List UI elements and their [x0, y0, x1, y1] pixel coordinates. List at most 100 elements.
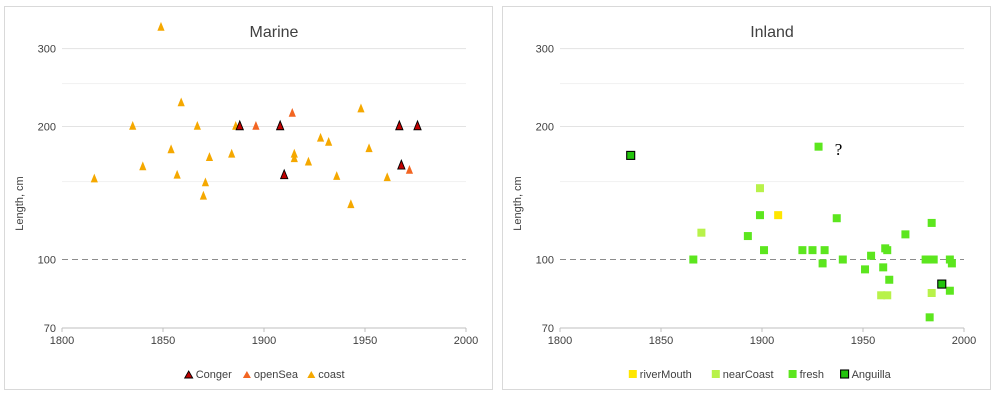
legend-marker-rivermouth: [628, 370, 637, 378]
legend-item-coast: coast: [307, 369, 345, 381]
data-point-conger: [235, 119, 245, 131]
x-tick-label-1950: 1950: [851, 335, 875, 347]
x-tick-label-1800: 1800: [548, 335, 572, 347]
legend-item-nearcoast: nearCoast: [711, 369, 774, 381]
data-point-nearcoast: [927, 288, 936, 297]
legend-label-coast: coast: [318, 369, 344, 381]
data-point-coast: [90, 173, 98, 183]
data-point-coast: [290, 153, 298, 163]
x-tick-label-1850: 1850: [649, 335, 673, 347]
data-point-anguilla: [626, 150, 636, 160]
data-point-coast: [201, 177, 210, 187]
data-point-coast: [347, 199, 355, 209]
data-point-conger: [275, 119, 285, 131]
chart-title-marine: Marine: [250, 24, 299, 41]
y-tick-label-70: 70: [44, 323, 56, 335]
data-point-anguilla: [937, 279, 947, 289]
data-point-coast: [129, 120, 137, 130]
legend-item-conger: Conger: [183, 369, 232, 381]
data-point-coast: [177, 97, 185, 107]
annotation-question-mark: ?: [835, 140, 843, 159]
data-point-fresh: [929, 255, 938, 264]
legend-marker-coast: [307, 371, 316, 378]
chart-svg-marine: Marine 70 100 200 300 1800 1850 1900 1950 2000 Len…: [14, 21, 478, 381]
legend-label-nearcoast: nearCoast: [723, 369, 774, 381]
data-point-fresh: [808, 246, 817, 255]
x-tick-label-1800: 1800: [50, 335, 74, 347]
legend-item-fresh: fresh: [788, 369, 824, 381]
legend-item-anguilla: Anguilla: [840, 369, 892, 381]
data-point-coast: [193, 120, 201, 130]
legend-marker-conger: [183, 370, 194, 379]
data-point-coast: [365, 143, 373, 153]
legend-marker-anguilla: [840, 369, 850, 379]
chart-title-inland: Inland: [750, 24, 794, 41]
data-point-fresh: [885, 275, 894, 284]
data-point-opensea: [405, 164, 414, 174]
data-point-coast: [205, 152, 214, 161]
data-point-fresh: [925, 313, 934, 322]
y-axis-label: Length, cm: [512, 176, 524, 230]
data-point-coast: [139, 161, 147, 171]
legend-label-fresh: fresh: [800, 369, 824, 381]
data-point-coast: [228, 148, 236, 158]
data-point-rivermouth: [774, 211, 783, 220]
legend-item-rivermouth: riverMouth: [628, 369, 692, 381]
legend-label-conger: Conger: [196, 369, 232, 381]
data-point-coast: [325, 136, 333, 146]
data-point-fresh: [901, 230, 910, 239]
x-tick-label-1900: 1900: [252, 335, 276, 347]
data-point-conger: [279, 168, 289, 180]
data-point-fresh: [883, 246, 892, 255]
data-point-coast: [290, 148, 298, 158]
x-tick-label-1900: 1900: [750, 335, 774, 347]
data-point-fresh: [814, 142, 823, 151]
data-point-fresh: [760, 246, 769, 255]
data-point-coast: [316, 132, 325, 142]
data-point-coast: [157, 21, 165, 31]
data-point-fresh: [832, 214, 841, 223]
data-point-fresh: [945, 286, 954, 295]
data-point-fresh: [861, 265, 870, 274]
legend-label-anguilla: Anguilla: [852, 369, 892, 381]
chart-panel-marine: Marine 70 100 200 300 1800 1850 1900 1950 2000 Len…: [4, 6, 493, 390]
y-tick-label-200: 200: [536, 121, 554, 133]
data-point-conger: [397, 159, 406, 170]
data-point-coast: [304, 156, 313, 166]
data-point-fresh: [927, 218, 936, 227]
x-tick-label-2000: 2000: [454, 335, 478, 347]
data-point-coast: [199, 190, 207, 200]
y-tick-label-100: 100: [38, 255, 56, 267]
y-tick-label-300: 300: [38, 44, 56, 56]
y-tick-label-200: 200: [38, 121, 56, 133]
legend-marker-nearcoast: [711, 370, 720, 378]
y-tick-label-100: 100: [536, 255, 554, 267]
data-point-fresh: [798, 246, 807, 255]
legend-item-opensea: openSea: [242, 369, 299, 381]
data-point-fresh: [879, 263, 888, 272]
data-point-fresh: [947, 259, 956, 268]
data-point-nearcoast: [755, 184, 764, 193]
legend-marker-opensea: [242, 371, 251, 378]
data-point-coast: [357, 103, 365, 113]
data-point-fresh: [838, 255, 847, 264]
data-point-coast: [167, 144, 175, 154]
data-point-coast: [333, 171, 341, 180]
data-point-fresh: [755, 211, 764, 220]
legend-label-opensea: openSea: [254, 369, 299, 381]
data-point-coast: [173, 169, 181, 179]
data-point-nearcoast: [697, 228, 706, 237]
data-point-fresh: [820, 246, 829, 255]
data-point-fresh: [689, 255, 698, 264]
data-point-opensea: [288, 107, 296, 117]
y-axis-label: Length, cm: [14, 176, 26, 230]
data-point-nearcoast: [883, 291, 892, 300]
chart-panel-inland: Inland 70 100 200 300 1800 1850 1900 1950 2000 Len…: [502, 6, 991, 390]
chart-svg-inland: Inland 70 100 200 300 1800 1850 1900 1950 2000 Len…: [512, 24, 976, 381]
data-point-conger: [395, 119, 404, 131]
y-tick-label-300: 300: [536, 44, 554, 56]
data-point-fresh: [867, 251, 876, 260]
x-tick-label-1950: 1950: [353, 335, 377, 347]
x-tick-label-2000: 2000: [952, 335, 976, 347]
x-tick-label-1850: 1850: [151, 335, 175, 347]
